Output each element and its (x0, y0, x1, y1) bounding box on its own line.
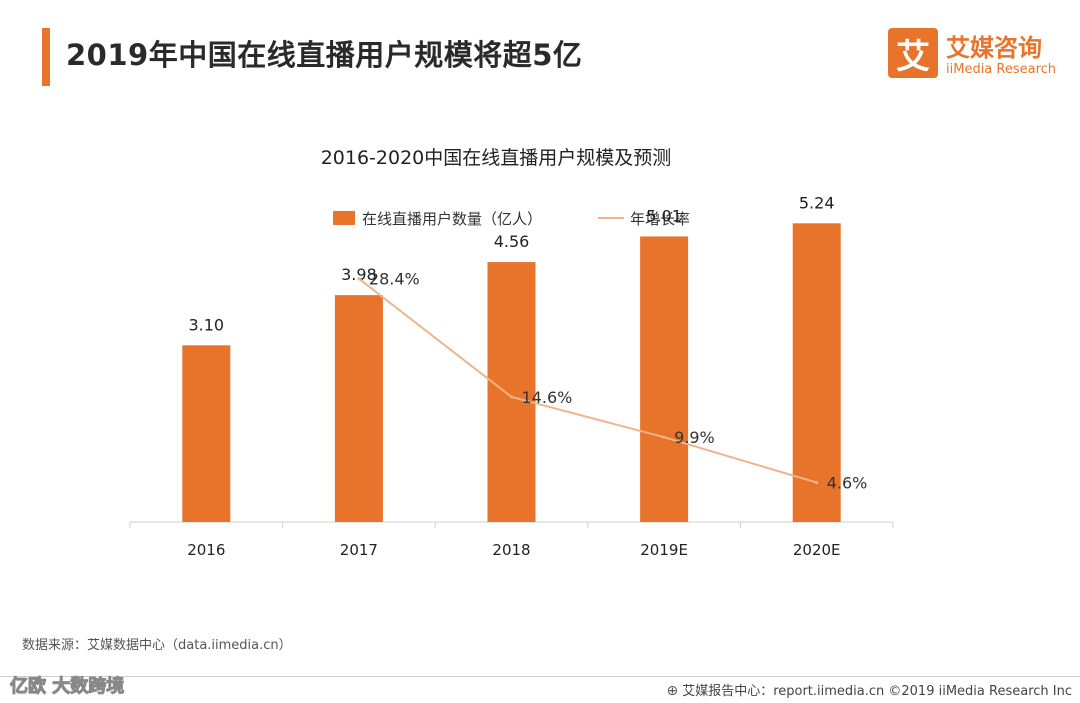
chart-title: 2016-2020中国在线直播用户规模及预测 (321, 147, 672, 169)
footer-credit: ⊕ 艾媒报告中心：report.iimedia.cn ©2019 iiMedia … (666, 680, 1072, 699)
bar-2016 (182, 345, 231, 522)
logo-name-en: iiMedia Research (946, 62, 1057, 77)
bar-2017 (334, 295, 383, 522)
growth-rate-point (815, 481, 819, 485)
legend-bar-label: 在线直播用户数量（亿人） (362, 210, 542, 228)
growth-rate-label: 4.6% (827, 474, 868, 493)
growth-rate-label: 28.4% (369, 270, 420, 289)
x-tick-label: 2018 (492, 541, 530, 559)
growth-rate-line (358, 277, 817, 484)
title-accent-bar (42, 28, 50, 86)
report-icon: ⊕ (666, 683, 679, 699)
x-tick-label: 2017 (340, 541, 378, 559)
legend-line-label: 年增长率 (630, 210, 690, 228)
x-tick-label: 2019E (640, 541, 688, 559)
bar-value-label: 5.01 (646, 206, 682, 225)
footer-divider (0, 676, 1080, 677)
source-note: 数据来源：艾媒数据中心（data.iimedia.cn） (22, 638, 292, 653)
legend-bar-swatch (333, 211, 355, 225)
bar-2020E (792, 223, 841, 522)
logo-mark-icon: 艾 (888, 28, 938, 78)
page-title: 2019年中国在线直播用户规模将超5亿 (66, 38, 583, 72)
plot-area: 3.10 2016 3.98 2017 4.56 2018 5.01 2019E 5.24 202… (129, 193, 894, 559)
bar-value-label: 3.10 (188, 315, 224, 334)
bar-2019E (640, 236, 689, 522)
legend: 在线直播用户数量（亿人） 年增长率 (333, 210, 690, 228)
footer-text: 艾媒报告中心：report.iimedia.cn ©2019 iiMedia R… (682, 684, 1072, 699)
bar-value-label: 5.24 (799, 193, 835, 212)
growth-rate-point (357, 277, 361, 281)
bar-value-label: 4.56 (494, 232, 530, 251)
growth-rate-label: 14.6% (522, 388, 573, 407)
watermark: 亿欧 大数跨境 (9, 676, 125, 698)
bar-value-label: 3.98 (341, 265, 377, 284)
growth-rate-label: 9.9% (674, 428, 715, 447)
x-tick-label: 2020E (793, 541, 841, 559)
x-tick-label: 2016 (187, 541, 225, 559)
bar-2018 (487, 262, 536, 522)
growth-rate-point (662, 435, 666, 439)
brand-logo: 艾 艾媒咨询 iiMedia Research (888, 28, 1063, 84)
growth-rate-point (510, 395, 513, 399)
logo-name-cn: 艾媒咨询 (946, 34, 1042, 62)
